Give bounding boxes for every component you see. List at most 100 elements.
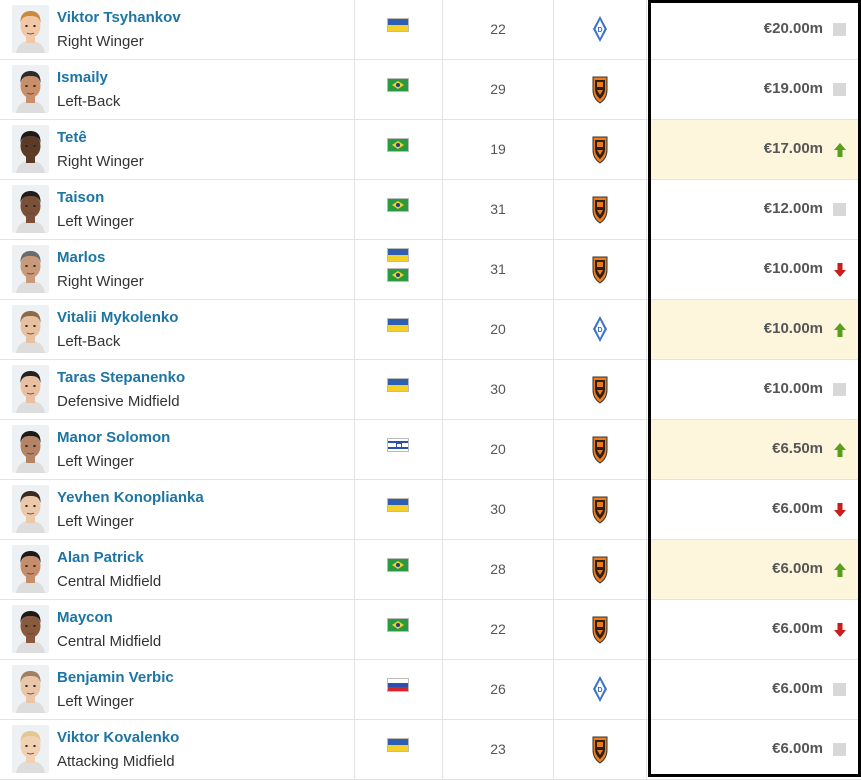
flag-ua-icon[interactable] [387, 318, 409, 332]
value-unchanged-icon [832, 742, 848, 758]
age-cell: 26 [443, 660, 554, 719]
player-name-link[interactable]: Alan Patrick [57, 549, 144, 566]
player-avatar[interactable] [12, 65, 49, 113]
shakhtar-donetsk-crest-icon[interactable] [591, 612, 609, 646]
flag-ua-icon[interactable] [387, 738, 409, 752]
shakhtar-donetsk-crest-icon[interactable] [591, 132, 609, 166]
nationality-flags [387, 558, 409, 578]
table-row: Taras Stepanenko Defensive Midfield 30 €10.… [0, 360, 861, 420]
player-cell: Benjamin Verbic Left Winger [0, 660, 355, 719]
player-age: 22 [490, 621, 506, 637]
nationality-flags [387, 498, 409, 518]
dynamo-kyiv-crest-icon[interactable]: D [591, 672, 609, 706]
nationality-cell [355, 720, 443, 779]
nationality-flags [387, 618, 409, 638]
age-cell: 29 [443, 60, 554, 119]
player-avatar[interactable] [12, 245, 49, 293]
age-cell: 19 [443, 120, 554, 179]
flag-br-icon[interactable] [387, 78, 409, 92]
market-value-link[interactable]: €6.50m [772, 440, 823, 457]
shakhtar-donetsk-crest-icon[interactable] [591, 432, 609, 466]
value-unchanged-icon [832, 382, 848, 398]
player-name-link[interactable]: Maycon [57, 609, 113, 626]
player-name-link[interactable]: Manor Solomon [57, 429, 171, 446]
player-avatar[interactable] [12, 725, 49, 773]
shakhtar-donetsk-crest-icon[interactable] [591, 192, 609, 226]
value-up-arrow-icon [832, 442, 848, 458]
market-value-link[interactable]: €19.00m [763, 80, 823, 97]
player-avatar[interactable] [12, 185, 49, 233]
flag-ua-icon[interactable] [387, 378, 409, 392]
market-value-link[interactable]: €10.00m [763, 260, 823, 277]
market-value-link[interactable]: €10.00m [763, 380, 823, 397]
flag-br-icon[interactable] [387, 268, 409, 282]
market-value-link[interactable]: €6.00m [772, 560, 823, 577]
flag-il-icon[interactable] [387, 438, 409, 452]
shakhtar-donetsk-crest-icon[interactable] [591, 372, 609, 406]
player-avatar[interactable] [12, 545, 49, 593]
player-avatar[interactable] [12, 665, 49, 713]
svg-text:D: D [597, 27, 602, 34]
player-avatar[interactable] [12, 365, 49, 413]
player-name-link[interactable]: Tetê [57, 129, 87, 146]
player-avatar[interactable] [12, 305, 49, 353]
market-value-link[interactable]: €12.00m [763, 200, 823, 217]
shakhtar-donetsk-crest-icon[interactable] [591, 492, 609, 526]
market-value-link[interactable]: €6.00m [772, 620, 823, 637]
market-value-cell: €19.00m [648, 60, 858, 119]
dynamo-kyiv-crest-icon[interactable]: D [591, 12, 609, 46]
player-avatar[interactable] [12, 5, 49, 53]
player-name-link[interactable]: Viktor Kovalenko [57, 729, 180, 746]
player-name-link[interactable]: Yevhen Konoplianka [57, 489, 204, 506]
nationality-cell [355, 60, 443, 119]
player-avatar[interactable] [12, 425, 49, 473]
player-name-link[interactable]: Ismaily [57, 69, 108, 86]
flag-br-icon[interactable] [387, 138, 409, 152]
club-cell [554, 360, 647, 419]
shakhtar-donetsk-crest-icon[interactable] [591, 72, 609, 106]
market-value-cell: €20.00m [648, 0, 858, 59]
player-name-link[interactable]: Taison [57, 189, 105, 206]
flag-ua-icon[interactable] [387, 248, 409, 262]
flag-br-icon[interactable] [387, 198, 409, 212]
market-value-link[interactable]: €17.00m [763, 140, 823, 157]
player-name-link[interactable]: Vitalii Mykolenko [57, 309, 179, 326]
flag-ua-icon[interactable] [387, 18, 409, 32]
player-cell: Ismaily Left-Back [0, 60, 355, 119]
shakhtar-donetsk-crest-icon[interactable] [591, 732, 609, 766]
market-value-link[interactable]: €6.00m [772, 680, 823, 697]
table-row: Alan Patrick Central Midfield 28 €6.00m [0, 540, 861, 600]
market-value-link[interactable]: €10.00m [763, 320, 823, 337]
flag-si-icon[interactable] [387, 678, 409, 692]
player-avatar[interactable] [12, 125, 49, 173]
value-unchanged-icon [832, 82, 848, 98]
player-cell: Viktor Tsyhankov Right Winger [0, 0, 355, 59]
player-name-link[interactable]: Viktor Tsyhankov [57, 9, 181, 26]
flag-br-icon[interactable] [387, 618, 409, 632]
market-value-cell: €10.00m [648, 240, 858, 299]
club-cell [554, 600, 647, 659]
club-cell [554, 240, 647, 299]
nationality-cell [355, 420, 443, 479]
player-name-link[interactable]: Marlos [57, 249, 106, 266]
player-avatar[interactable] [12, 485, 49, 533]
shakhtar-donetsk-crest-icon[interactable] [591, 252, 609, 286]
nationality-cell [355, 240, 443, 299]
player-cell: Taras Stepanenko Defensive Midfield [0, 360, 355, 419]
market-value-cell: €10.00m [648, 300, 858, 359]
nationality-cell [355, 120, 443, 179]
market-value-cell: €6.00m [648, 660, 858, 719]
flag-ua-icon[interactable] [387, 498, 409, 512]
player-position: Left-Back [57, 93, 121, 110]
dynamo-kyiv-crest-icon[interactable]: D [591, 312, 609, 346]
market-value-link[interactable]: €6.00m [772, 740, 823, 757]
flag-br-icon[interactable] [387, 558, 409, 572]
market-value-link[interactable]: €6.00m [772, 500, 823, 517]
market-value-cell: €6.00m [648, 720, 858, 779]
player-age: 19 [490, 141, 506, 157]
player-name-link[interactable]: Taras Stepanenko [57, 369, 186, 386]
market-value-link[interactable]: €20.00m [763, 20, 823, 37]
player-name-link[interactable]: Benjamin Verbic [57, 669, 174, 686]
player-avatar[interactable] [12, 605, 49, 653]
shakhtar-donetsk-crest-icon[interactable] [591, 552, 609, 586]
